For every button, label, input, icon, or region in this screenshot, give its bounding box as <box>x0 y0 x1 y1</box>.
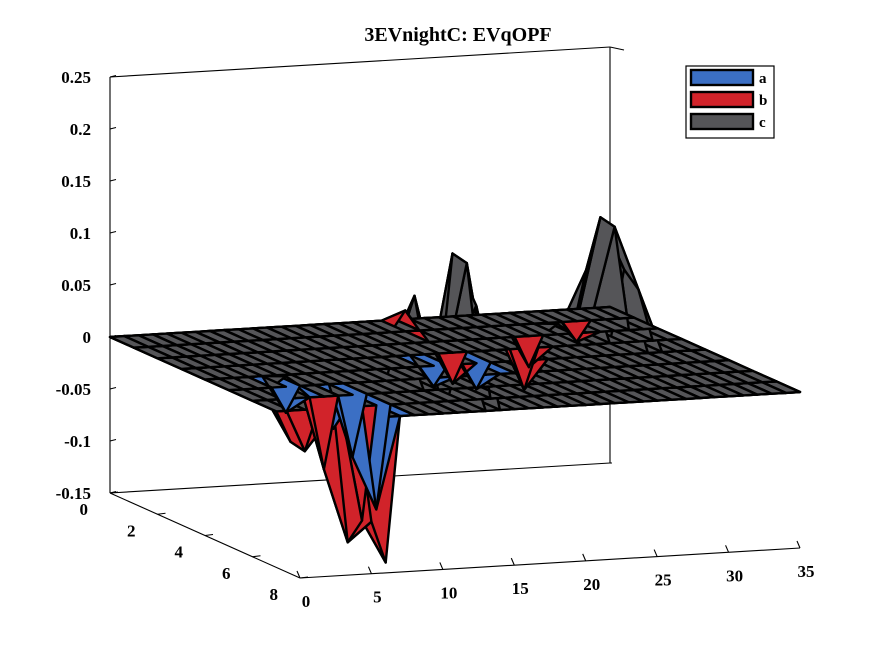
z-tick-label: -0.1 <box>64 432 91 451</box>
legend-swatch-a <box>689 68 755 87</box>
z-tick <box>109 74 117 78</box>
surface-patch-a <box>108 334 150 349</box>
z-tick <box>109 282 117 286</box>
x-tick-label: 30 <box>726 566 743 585</box>
z-tick <box>109 334 117 338</box>
z-tick-label: -0.15 <box>56 484 91 503</box>
x-tick <box>796 540 801 549</box>
y-tick <box>157 512 166 515</box>
axis-ticks: -0.15 -0.1 -0.05 0 0.05 0.1 0.15 0.2 0.25 0 5 10 15 2… <box>56 68 815 611</box>
z-tick-label: -0.05 <box>56 380 91 399</box>
y-tick <box>204 533 214 537</box>
x-tick-label: 10 <box>440 583 457 602</box>
corner-stub <box>609 46 625 51</box>
x-tick <box>367 566 372 574</box>
x-tick <box>510 557 515 566</box>
y-tick <box>252 555 261 558</box>
x-axis-line <box>299 547 801 579</box>
x-tick-label: 35 <box>798 562 815 581</box>
x-tick-label: 0 <box>302 592 311 611</box>
z-tick <box>109 438 117 442</box>
y-tick-label: 0 <box>80 500 89 519</box>
z-tick-label: 0.2 <box>70 120 91 139</box>
z-tick-label: 0.05 <box>61 276 91 295</box>
y-tick <box>299 576 309 579</box>
z-tick <box>109 386 117 390</box>
x-tick <box>582 553 587 562</box>
legend: abc <box>685 65 775 139</box>
z-tick-label: 0.25 <box>61 68 91 87</box>
x-tick-label: 15 <box>512 579 529 598</box>
y-tick-label: 2 <box>127 521 136 540</box>
z-tick-label: 0.1 <box>70 224 91 243</box>
y-tick-label: 8 <box>270 585 279 604</box>
x-tick <box>725 545 730 553</box>
z-tick <box>109 126 117 130</box>
z-tick <box>109 178 117 182</box>
y-tick <box>109 491 119 494</box>
x-tick <box>296 570 301 579</box>
chart-title: 3EVnightC: EVqOPF <box>364 24 551 46</box>
surface-mesh <box>108 216 802 564</box>
x-tick <box>439 562 444 570</box>
legend-label-c: c <box>759 115 766 131</box>
z-tick <box>109 230 117 234</box>
x-tick-label: 5 <box>373 588 382 607</box>
y-tick-label: 6 <box>222 564 231 583</box>
z-tick-label: 0 <box>83 328 92 347</box>
back-top-edge <box>109 46 611 78</box>
x-tick-label: 20 <box>583 575 600 594</box>
x-tick-label: 25 <box>655 571 672 590</box>
legend-swatch-c <box>689 112 755 131</box>
z-tick-label: 0.15 <box>61 172 91 191</box>
y-tick-label: 4 <box>175 543 184 562</box>
legend-label-a: a <box>759 71 767 87</box>
legend-swatch-b <box>689 90 755 109</box>
x-tick <box>653 549 658 557</box>
legend-label-b: b <box>759 93 767 109</box>
